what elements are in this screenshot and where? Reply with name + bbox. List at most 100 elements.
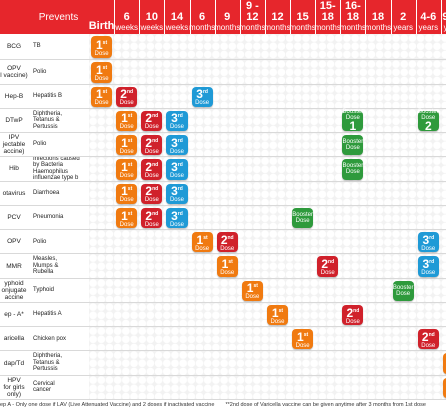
dose-badge: 3rd Dose <box>191 86 213 107</box>
dose-label: Dose <box>245 294 260 301</box>
header-col-6: 9 - 12 months <box>239 0 265 34</box>
header-separator <box>264 0 266 34</box>
dose-number: 3rd <box>422 257 435 272</box>
dotted-grid <box>89 230 446 254</box>
header-col-unit: months <box>264 23 291 32</box>
dose-label: Dose <box>169 197 184 204</box>
header-col-value: 18 <box>371 11 385 23</box>
dose-badge: 2nd Dose <box>141 207 163 229</box>
dose-number: 1st <box>196 232 208 247</box>
header-col-value: 14 <box>170 11 184 23</box>
vaccine-name: aricella <box>3 335 25 343</box>
dose-badge: 3rd Dose <box>166 207 188 229</box>
schedule-row: DTwP Diphtheria, Tetanus & Pertussis <box>0 108 446 134</box>
dose-label: Dose <box>195 245 210 252</box>
schedule-row: dap/Td Diphtheria, Tetanus & Pertussis <box>0 351 446 376</box>
dose-badge: 3rd Dose <box>417 256 439 277</box>
dose-label: Dose <box>119 172 134 179</box>
header-col-3: 14 weeks <box>164 0 189 34</box>
dose-number: 1st <box>121 184 133 199</box>
dose-badge: 2nd Dose <box>216 232 238 253</box>
header-col-value: 15 <box>296 11 309 23</box>
schedule-row: HPV for girls only) Cervical cancer <box>0 375 446 400</box>
vaccine-name: Hib <box>9 165 19 173</box>
dose-number: 1st <box>297 329 309 344</box>
vaccine-name: Hep-B <box>4 92 24 100</box>
dose-number: 2nd <box>145 159 159 174</box>
schedule-row: PCV Pneumonia <box>0 205 446 231</box>
dose-badge: Booster Dose <box>292 207 314 229</box>
prevents-disease: Infections caused by Bacteria Haemophilus i… <box>33 157 80 181</box>
dose-label: Dose <box>119 197 134 204</box>
header-col-8: 15 months <box>290 0 316 34</box>
dose-number: 1st <box>271 305 284 320</box>
schedule-row: OPV Polio <box>0 230 446 255</box>
header-separator <box>290 0 292 34</box>
header-col-4: 6 months <box>189 0 215 34</box>
schedule-row: aricella Chicken pox <box>0 327 446 352</box>
prevents-disease: Hepatitis A <box>33 311 62 318</box>
prevents-disease: Cervical cancer <box>33 380 55 394</box>
header-col-value: 6 <box>199 11 206 23</box>
vaccine-name: PCV <box>7 214 21 221</box>
dose-number: 2 <box>424 119 432 134</box>
dose-badge: 3rd Dose <box>166 135 188 156</box>
dotted-grid <box>89 84 446 108</box>
dose-label: Dose <box>94 100 109 107</box>
header-col-value: 6 <box>123 11 130 23</box>
header-separator <box>415 0 417 34</box>
dose-label: Dose <box>169 148 184 155</box>
dose-label: Dose <box>421 342 436 349</box>
dose-badge: Booster Dose <box>342 159 364 180</box>
dose-number: 2nd <box>145 111 159 126</box>
schedule-row: ep - A* Hepatitis A <box>0 302 446 328</box>
vaccine-name: OPV l vaccine) <box>0 64 28 79</box>
prevents-disease: Chicken pox <box>33 335 67 342</box>
header-col-unit: years <box>393 23 413 32</box>
dose-label: Dose <box>295 342 310 349</box>
header-separator <box>239 0 241 34</box>
dose-badge: Booster Dose <box>392 280 414 301</box>
dose-number: 1st <box>121 135 133 150</box>
prevents-disease: Measles, Mumps & Rubella <box>33 256 59 276</box>
dose-number: 1st <box>121 111 133 126</box>
header-col-5: 9 months <box>214 0 240 34</box>
dose-badge: Booster Dose 2 <box>417 109 439 134</box>
header-col-11: 18 months <box>364 0 392 34</box>
header-col-1: 6 weeks <box>114 0 139 34</box>
header-col-value: 10 <box>145 11 158 23</box>
dose-label: Dose <box>119 124 134 131</box>
dose-label: Dose <box>270 318 285 325</box>
dotted-grid <box>89 327 446 351</box>
dose-number: 2nd <box>120 87 134 102</box>
footer-note-1: ep A - Only one dose if LAV (Live Attenu… <box>0 402 215 408</box>
dose-badge: Booster Dose <box>342 135 364 156</box>
schedule-row: IPV jectable accine) Polio <box>0 133 446 158</box>
prevents-disease: Polio <box>33 141 47 148</box>
header-col-unit: weeks <box>140 23 164 32</box>
dotted-grid <box>89 34 446 60</box>
dose-number: 3rd <box>171 135 183 150</box>
dose-badge: 3rd Dose <box>166 110 188 132</box>
dose-badge: 2nd Dose <box>317 256 339 277</box>
prevents-disease: Typhoid <box>33 287 55 294</box>
header-col-12: 2 years <box>391 0 416 34</box>
vaccine-name: HPV for girls only) <box>3 376 25 398</box>
header-separator <box>189 0 191 34</box>
header-col-value: 2 <box>400 11 407 23</box>
vaccine-name: yphoid onjugate accine <box>1 279 27 301</box>
dose-badge: 3rd Dose <box>166 183 188 204</box>
header-separator <box>315 0 317 34</box>
header-separator <box>139 0 141 34</box>
dose-badge: 3rd Dose <box>166 159 188 180</box>
dose-label: Dose <box>144 172 159 179</box>
header-col-unit: months <box>364 23 392 32</box>
dose-number: 1st <box>95 37 108 52</box>
